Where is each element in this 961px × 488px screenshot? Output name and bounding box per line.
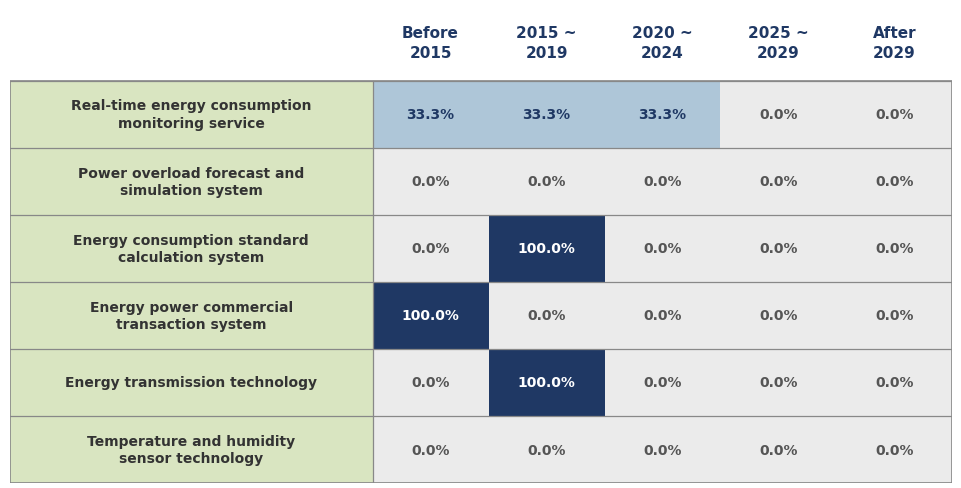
Bar <box>10 148 372 215</box>
Bar <box>10 81 951 483</box>
Text: 0.0%: 0.0% <box>875 376 913 390</box>
Bar <box>488 81 604 148</box>
Bar <box>10 81 372 148</box>
Text: 0.0%: 0.0% <box>527 443 565 457</box>
Bar <box>604 81 720 148</box>
Bar <box>604 148 720 215</box>
Text: 0.0%: 0.0% <box>875 108 913 122</box>
Text: Power overload forecast and
simulation system: Power overload forecast and simulation s… <box>78 166 304 198</box>
Bar <box>488 215 604 282</box>
Text: 0.0%: 0.0% <box>875 175 913 189</box>
Text: 0.0%: 0.0% <box>758 376 797 390</box>
Text: Real-time energy consumption
monitoring service: Real-time energy consumption monitoring … <box>71 99 311 130</box>
Text: 0.0%: 0.0% <box>875 309 913 323</box>
Bar <box>372 81 488 148</box>
Bar <box>10 282 372 349</box>
Bar <box>720 416 835 483</box>
Text: 0.0%: 0.0% <box>643 242 681 256</box>
Text: 33.3%: 33.3% <box>407 108 455 122</box>
Bar <box>10 349 372 416</box>
Bar <box>835 416 951 483</box>
Text: 2015 ~
2019: 2015 ~ 2019 <box>516 26 577 61</box>
Text: 0.0%: 0.0% <box>758 175 797 189</box>
Bar <box>604 215 720 282</box>
Bar <box>720 215 835 282</box>
Bar <box>372 416 488 483</box>
Bar <box>720 148 835 215</box>
Text: Before
2015: Before 2015 <box>402 26 458 61</box>
Text: 0.0%: 0.0% <box>758 108 797 122</box>
Bar <box>720 282 835 349</box>
Text: 0.0%: 0.0% <box>411 443 450 457</box>
Text: 33.3%: 33.3% <box>638 108 686 122</box>
Bar <box>604 416 720 483</box>
Text: After
2029: After 2029 <box>872 26 915 61</box>
Bar <box>372 215 488 282</box>
Bar <box>604 349 720 416</box>
Text: 0.0%: 0.0% <box>643 175 681 189</box>
Bar <box>372 148 488 215</box>
Bar <box>835 81 951 148</box>
Bar <box>835 282 951 349</box>
Bar <box>488 148 604 215</box>
Text: 0.0%: 0.0% <box>875 242 913 256</box>
Text: 0.0%: 0.0% <box>411 242 450 256</box>
Bar <box>488 416 604 483</box>
Text: Energy consumption standard
calculation system: Energy consumption standard calculation … <box>73 233 308 264</box>
Bar <box>835 148 951 215</box>
Bar <box>604 282 720 349</box>
Bar <box>835 349 951 416</box>
Text: 0.0%: 0.0% <box>643 443 681 457</box>
Text: 0.0%: 0.0% <box>875 443 913 457</box>
Text: 0.0%: 0.0% <box>758 443 797 457</box>
Text: Energy power commercial
transaction system: Energy power commercial transaction syst… <box>89 300 292 331</box>
Text: 0.0%: 0.0% <box>643 376 681 390</box>
Bar <box>372 282 488 349</box>
Text: 0.0%: 0.0% <box>527 309 565 323</box>
Text: 0.0%: 0.0% <box>411 175 450 189</box>
Bar <box>10 416 372 483</box>
Bar <box>720 349 835 416</box>
Text: 0.0%: 0.0% <box>411 376 450 390</box>
Text: 33.3%: 33.3% <box>522 108 570 122</box>
Text: 2025 ~
2029: 2025 ~ 2029 <box>748 26 808 61</box>
Text: 0.0%: 0.0% <box>527 175 565 189</box>
Text: Energy transmission technology: Energy transmission technology <box>65 376 317 390</box>
Text: 100.0%: 100.0% <box>401 309 459 323</box>
Bar <box>488 282 604 349</box>
Text: 0.0%: 0.0% <box>758 242 797 256</box>
Bar <box>488 349 604 416</box>
Bar <box>720 81 835 148</box>
Bar <box>10 215 372 282</box>
Text: Temperature and humidity
sensor technology: Temperature and humidity sensor technolo… <box>86 434 295 465</box>
Text: 100.0%: 100.0% <box>517 376 575 390</box>
Text: 0.0%: 0.0% <box>643 309 681 323</box>
Bar <box>372 349 488 416</box>
Text: 2020 ~
2024: 2020 ~ 2024 <box>631 26 692 61</box>
Bar <box>835 215 951 282</box>
Text: 100.0%: 100.0% <box>517 242 575 256</box>
Text: 0.0%: 0.0% <box>758 309 797 323</box>
